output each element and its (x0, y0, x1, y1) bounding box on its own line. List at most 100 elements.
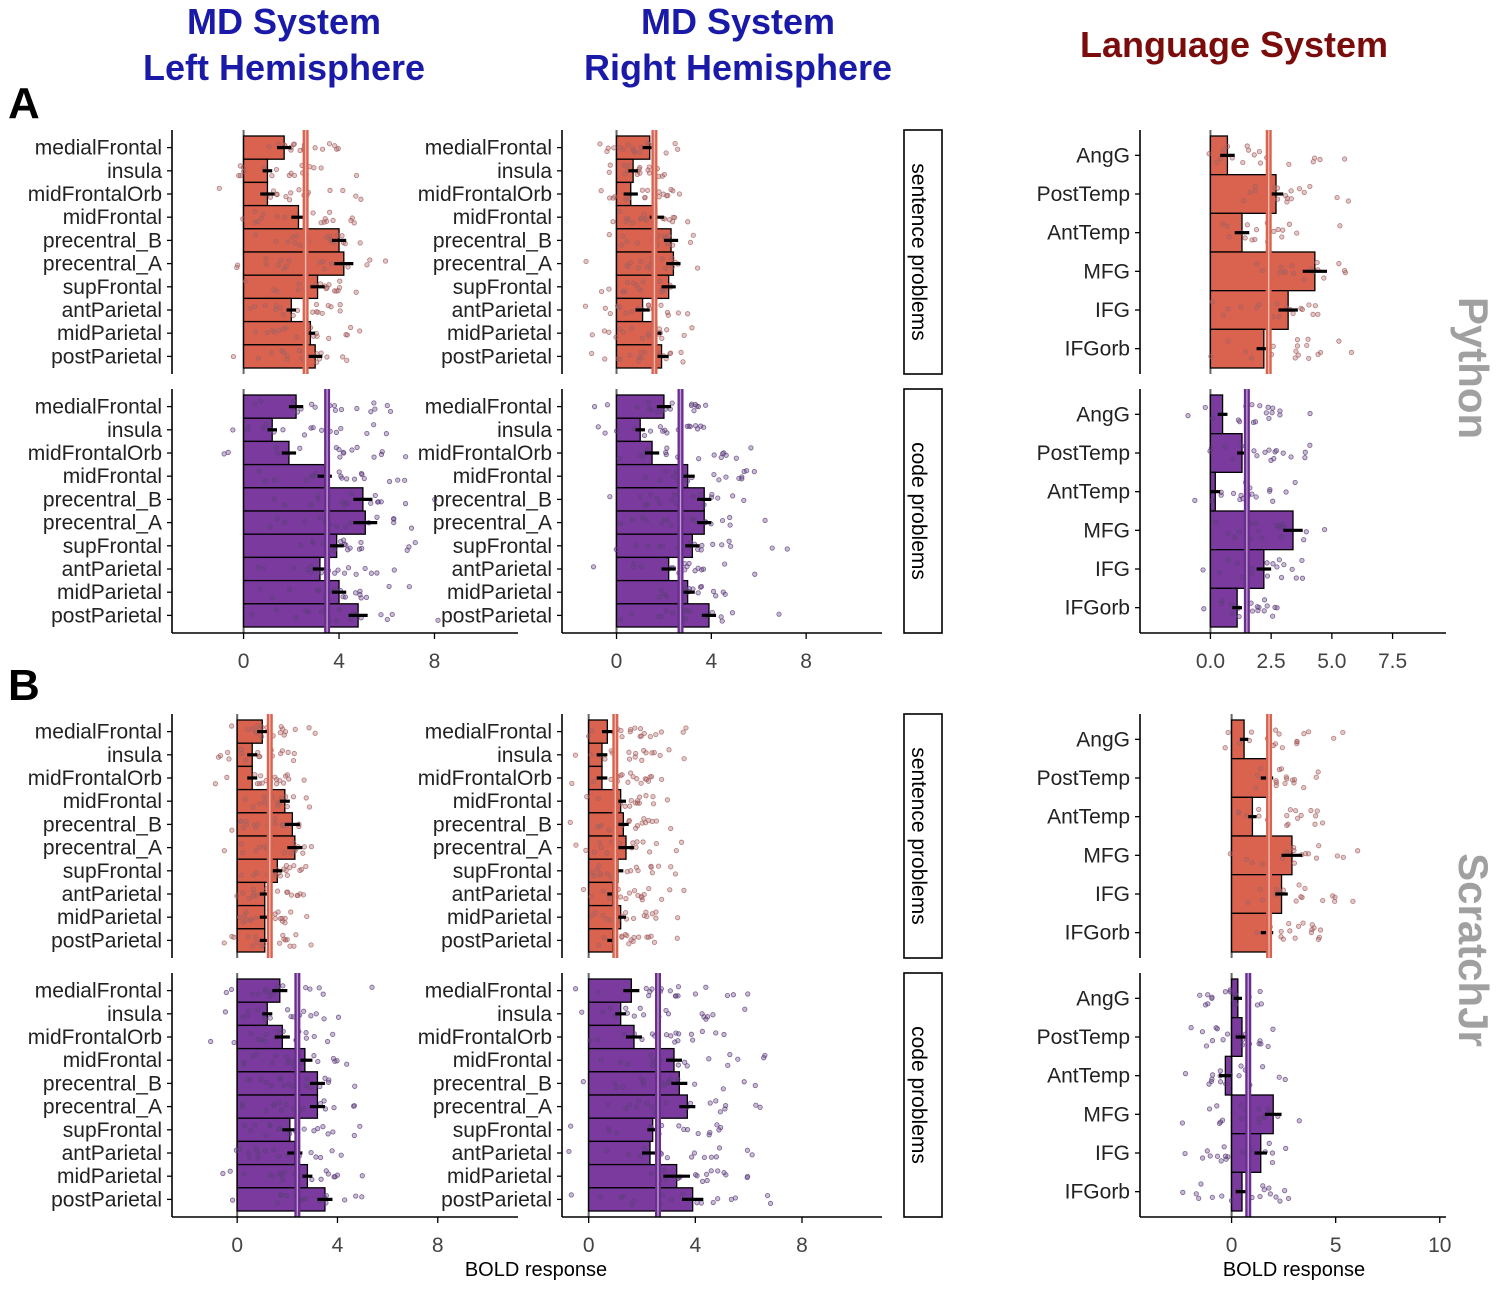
x-tick-label: 2.5 (1257, 650, 1286, 673)
data-point (260, 211, 266, 217)
data-point (1201, 606, 1207, 612)
data-point (1280, 450, 1286, 456)
data-point (665, 192, 671, 199)
data-point (280, 326, 286, 332)
data-point (656, 594, 662, 600)
data-point (274, 888, 281, 894)
data-point (626, 941, 632, 947)
data-point (1278, 928, 1284, 935)
data-point (1206, 151, 1212, 157)
data-point (1282, 780, 1288, 787)
data-point (713, 1030, 719, 1036)
data-point (237, 914, 243, 920)
data-point (1240, 159, 1246, 166)
data-point (719, 542, 725, 548)
data-point (243, 757, 249, 763)
category-label: PostTemp (1037, 183, 1130, 206)
data-point (636, 800, 642, 806)
data-point (658, 776, 665, 783)
data-point (372, 406, 378, 412)
data-point (579, 1009, 585, 1015)
data-point (1204, 1148, 1210, 1154)
data-point (378, 499, 384, 505)
data-point (279, 748, 285, 754)
data-point (340, 187, 346, 194)
data-point (267, 1172, 273, 1178)
data-point (644, 140, 650, 146)
data-point (1228, 1198, 1235, 1204)
data-point (356, 546, 363, 552)
data-point (318, 220, 324, 226)
data-point (727, 1051, 733, 1058)
data-point (638, 258, 644, 265)
data-point (640, 279, 646, 285)
data-point (249, 611, 255, 617)
data-point (303, 1030, 309, 1036)
data-point (716, 477, 722, 483)
data-point (620, 233, 626, 239)
data-point (273, 445, 279, 451)
data-point (1205, 992, 1211, 998)
bar-antParietal (588, 1140, 651, 1166)
category-label: midFrontal (63, 465, 162, 488)
data-point (247, 1127, 254, 1133)
data-point (733, 455, 739, 461)
data-point (642, 474, 649, 480)
data-point (296, 187, 302, 193)
data-point (280, 349, 286, 355)
data-point (1257, 988, 1263, 995)
data-point (709, 491, 715, 498)
data-point (318, 1176, 324, 1182)
data-point (682, 1059, 688, 1065)
data-point (614, 1130, 620, 1136)
category-label: midFrontal (63, 790, 162, 813)
data-point (638, 355, 645, 361)
x-tick-label: 0 (611, 650, 623, 673)
facet-code: medialFrontalinsulamidFrontalOrbmidFront… (418, 389, 790, 633)
data-point (618, 772, 624, 779)
data-point (600, 1009, 606, 1015)
data-point (1261, 608, 1267, 614)
data-point (629, 309, 635, 315)
data-point (391, 567, 397, 573)
data-point (691, 1150, 698, 1156)
data-point (1276, 731, 1282, 737)
data-point (1281, 562, 1287, 568)
data-point (716, 1127, 722, 1133)
data-point (1320, 897, 1326, 904)
data-point (1306, 355, 1312, 361)
bar-postParietal (588, 1187, 694, 1212)
data-point (1292, 935, 1298, 941)
data-point (252, 1122, 258, 1128)
data-point (286, 1081, 292, 1087)
data-point (1274, 886, 1280, 892)
data-point (624, 262, 630, 268)
data-point (617, 1059, 623, 1065)
data-point (707, 1100, 713, 1106)
data-point (364, 430, 370, 437)
data-point (681, 332, 687, 339)
data-point (634, 240, 641, 246)
data-point (616, 455, 622, 462)
data-point (1316, 843, 1322, 849)
data-point (595, 1036, 601, 1042)
data-point (344, 1061, 350, 1067)
data-point (364, 262, 370, 268)
data-point (684, 1127, 691, 1133)
data-point (402, 477, 408, 483)
data-point (719, 517, 726, 524)
data-point (666, 217, 673, 223)
data-point (286, 1131, 293, 1137)
x-tick-label: 4 (689, 1234, 701, 1257)
data-point (284, 772, 290, 778)
data-point (572, 752, 578, 758)
data-point (289, 234, 296, 240)
data-point (1278, 534, 1284, 540)
data-point (279, 1177, 285, 1183)
data-point (1285, 1195, 1292, 1202)
data-point (281, 850, 287, 856)
data-point (230, 427, 236, 433)
data-point (261, 799, 267, 805)
data-point (389, 611, 395, 618)
